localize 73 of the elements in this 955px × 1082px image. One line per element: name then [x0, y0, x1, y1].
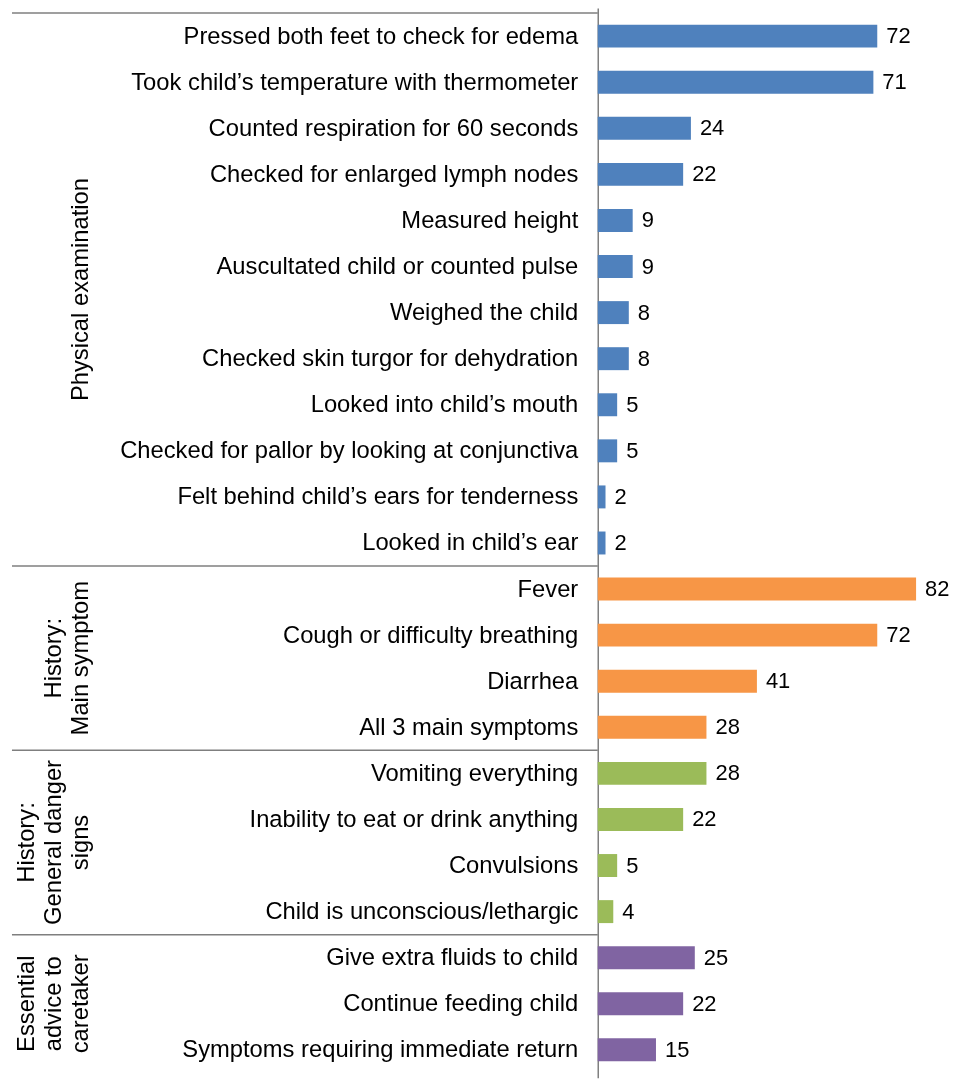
bar: [597, 255, 633, 278]
data-label: 82: [925, 576, 950, 602]
bar: [597, 854, 618, 878]
text: Physical examination: [65, 178, 93, 402]
data-label: 2: [614, 529, 627, 555]
bar: [597, 439, 618, 463]
bar: [597, 485, 606, 509]
y-tick-label: Symptoms requiring immediate return: [182, 1035, 579, 1063]
text: History: General danger signs: [11, 759, 93, 926]
data-label: 28: [715, 760, 740, 786]
data-label: 5: [626, 437, 639, 463]
bar: [597, 347, 629, 371]
y-tick-label: Took child’s temperature with thermometer: [131, 67, 579, 95]
y-tick-label: Counted respiration for 60 seconds: [208, 113, 579, 141]
bar: [597, 669, 757, 693]
data-label: 4: [622, 898, 635, 924]
bar: [597, 393, 618, 417]
bar: [597, 577, 917, 601]
data-label: 72: [886, 23, 911, 49]
data-label: 22: [692, 990, 717, 1016]
data-label: 71: [882, 69, 907, 95]
y-tick-label: Give extra fluids to child: [326, 943, 579, 971]
y-tick-label: Measured height: [401, 205, 579, 233]
text: Essential advice to caretaker: [11, 954, 93, 1054]
y-tick-label: Cough or difficulty breathing: [282, 620, 579, 648]
data-label: 9: [641, 207, 654, 233]
data-label: 2: [614, 483, 627, 509]
bar: [597, 301, 629, 325]
y-tick-label: Fever: [517, 574, 579, 602]
y-tick-label: Inability to eat or drink anything: [249, 804, 579, 832]
y-tick-label: Diarrhea: [487, 666, 580, 694]
data-label: 22: [692, 806, 717, 832]
bar: [597, 946, 695, 970]
bar: [597, 623, 878, 647]
data-label: 28: [715, 714, 740, 740]
bar: [597, 208, 633, 232]
bar: [597, 992, 684, 1016]
y-tick-label: Weighed the child: [389, 298, 579, 326]
y-tick-label: Continue feeding child: [343, 989, 579, 1017]
bar: [597, 162, 684, 186]
data-label: 5: [626, 852, 639, 878]
bar: [597, 24, 878, 48]
y-tick-label: All 3 main symptoms: [359, 712, 579, 740]
y-tick-label: Looked in child’s ear: [362, 528, 579, 556]
bar: [597, 1038, 656, 1062]
data-label: 25: [703, 944, 729, 970]
data-label: 41: [765, 668, 791, 694]
data-label: 72: [886, 622, 911, 648]
bar: [597, 900, 614, 924]
y-tick-label: Child is unconscious/lethargic: [265, 897, 579, 925]
data-label: 15: [664, 1036, 690, 1062]
y-tick-label: Checked for pallor by looking at conjunctiva: [120, 436, 580, 464]
data-label: 9: [641, 253, 654, 279]
data-label: 8: [637, 299, 650, 325]
data-label: 8: [637, 345, 650, 371]
data-label: 5: [626, 391, 639, 417]
y-tick-label: Looked into child’s mouth: [310, 390, 579, 418]
y-tick-label: Felt behind child’s ears for tenderness: [177, 482, 579, 510]
y-tick-label: Checked for enlarged lymph nodes: [209, 159, 579, 187]
data-label: 24: [699, 115, 725, 141]
bar: [597, 116, 691, 140]
y-tick-label: Convulsions: [448, 851, 579, 879]
y-tick-label: Checked skin turgor for dehydration: [202, 344, 579, 372]
bar: [597, 761, 707, 785]
y-tick-label: Pressed both feet to check for edema: [183, 21, 580, 49]
y-tick-label: Auscultated child or counted pulse: [216, 252, 579, 280]
text: History: Main symptom: [38, 580, 93, 736]
y-tick-label: Vomiting everything: [371, 758, 579, 786]
bar: [597, 807, 684, 831]
bar: [597, 531, 606, 555]
bar: [597, 715, 707, 739]
data-label: 22: [692, 161, 717, 187]
bar: [597, 70, 874, 94]
